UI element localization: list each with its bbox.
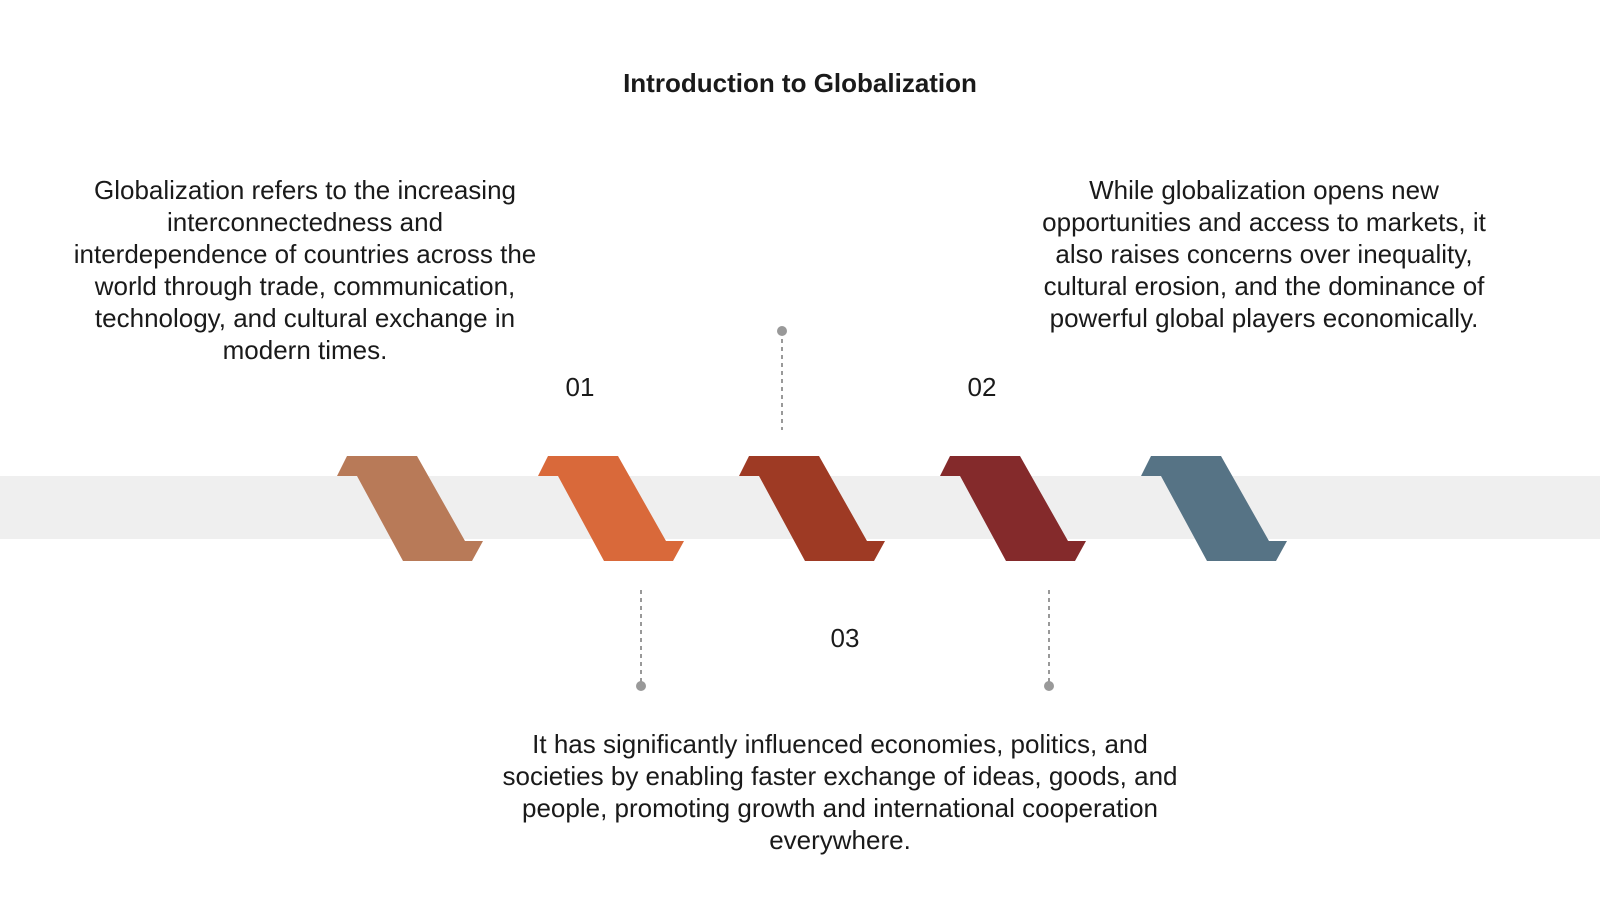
chevron [1141,456,1287,561]
connector-dot [777,326,787,336]
title: Introduction to Globalization [623,68,977,98]
connector-dot [636,681,646,691]
chevron [739,456,885,561]
item-text: While globalization opens new opportunit… [1042,175,1486,333]
item-number: 01 [565,372,595,402]
connectors [640,331,1050,686]
item-text: Globalization refers to the increasing i… [73,175,537,365]
item-number: 03 [830,623,860,653]
connector-dot [1044,681,1054,691]
item-number: 02 [967,372,997,402]
chevron [538,456,684,561]
chevron [337,456,483,561]
chevron [940,456,1086,561]
chevrons [337,456,1287,561]
item-text: It has significantly influenced economie… [502,729,1178,855]
